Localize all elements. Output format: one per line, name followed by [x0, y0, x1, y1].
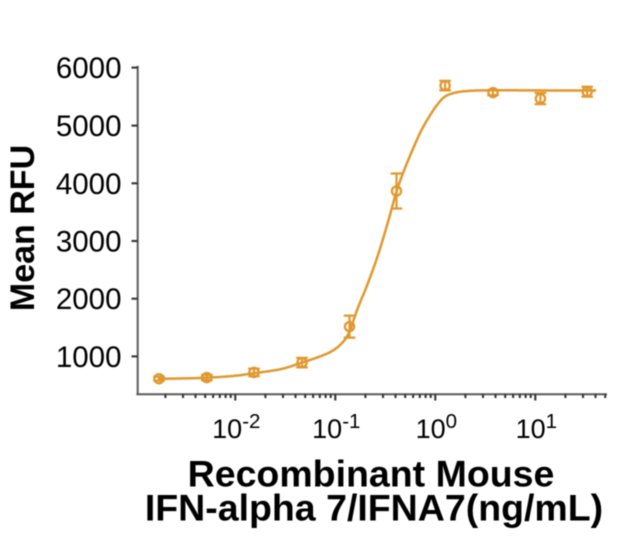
svg-text:Mean RFU: Mean RFU [4, 145, 42, 311]
svg-text:4000: 4000 [56, 168, 122, 201]
svg-text:101: 101 [516, 410, 557, 444]
svg-text:2000: 2000 [56, 283, 122, 316]
svg-text:Recombinant Mouse: Recombinant Mouse [188, 453, 555, 495]
svg-text:5000: 5000 [56, 110, 122, 143]
svg-text:3000: 3000 [56, 226, 122, 259]
svg-text:10-1: 10-1 [312, 410, 360, 444]
svg-text:IFN-alpha 7/IFNA7(ng/mL): IFN-alpha 7/IFNA7(ng/mL) [145, 487, 603, 529]
svg-text:10-2: 10-2 [212, 410, 260, 444]
svg-text:6000: 6000 [56, 52, 122, 85]
svg-text:1000: 1000 [56, 341, 122, 374]
